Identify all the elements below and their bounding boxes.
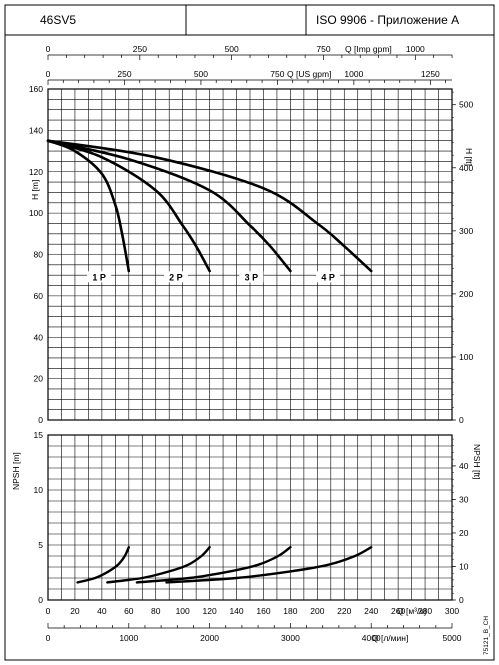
head-curve-1p [46,139,131,273]
head-curve-label-2p: 2 P [169,272,183,282]
npsh-ft-tick-label: 20 [459,528,469,538]
npsh-m-axis-label: NPSH [m] [11,452,21,490]
m3h-tick-label: 180 [283,606,297,616]
lmin-tick-label: 5000 [443,633,462,643]
head-m-tick-label: 20 [34,374,44,384]
head-m-tick-label: 40 [34,332,44,342]
lmin-tick-label: 1000 [119,633,138,643]
imp-gpm-axis-label: Q [Imp gpm] [345,44,392,54]
m3h-tick-label: 260 [391,606,405,616]
us-gpm-tick-label: 0 [46,69,51,79]
m3h-tick-label: 100 [176,606,190,616]
m3h-tick-label: 200 [310,606,324,616]
m3h-tick-label: 20 [70,606,80,616]
imp-gpm-tick-label: 500 [225,44,239,54]
head-ft-tick-label: 500 [459,100,473,110]
head-m-tick-label: 80 [34,250,44,260]
head-m-tick-label: 160 [29,84,43,94]
head-curve-label-4p: 4 P [321,272,335,282]
head-ft-tick-label: 100 [459,352,473,362]
imp-gpm-tick-label: 1000 [406,44,425,54]
us-gpm-axis-label: Q [US gpm] [287,69,331,79]
npsh-m-tick-label: 5 [38,540,43,550]
lmin-tick-label: 3000 [281,633,300,643]
standard-label: ISO 9906 - Приложение A [316,13,459,27]
npsh-curve-1p [76,546,130,584]
head-m-axis-label: H [m] [30,180,40,200]
m3h-tick-label: 140 [229,606,243,616]
npsh-ft-tick-label: 30 [459,494,469,504]
m3h-tick-label: 60 [124,606,134,616]
head-curve-2p [46,139,211,273]
m3h-tick-label: 300 [445,606,459,616]
npsh-m-tick-label: 10 [34,485,44,495]
grid-layer [47,54,456,629]
imp-gpm-tick-label: 250 [133,44,147,54]
model-title: 46SV5 [40,13,76,27]
head-ft-tick-label: 300 [459,226,473,236]
npsh-curve-4p [165,546,373,584]
drawing-code: 75121_B_CH [483,616,490,655]
curve-label-background [163,271,188,283]
head-plot-frame [47,88,453,421]
head-m-tick-label: 140 [29,125,43,135]
head-m-tick-label: 0 [38,415,43,425]
head-ft-tick-label: 400 [459,163,473,173]
head-ft-tick-label: 200 [459,289,473,299]
flow-lmin-axis-label: Q [л/мин] [372,633,408,643]
flow-m3h-axis-label: Q [м³/ч] [397,606,426,616]
curve-label-background [87,271,112,283]
head-curve-4p [46,139,373,273]
npsh-curve-3p [135,546,292,584]
lmin-tick-label: 0 [46,633,51,643]
us-gpm-tick-label: 750 [270,69,284,79]
m3h-tick-label: 0 [46,606,51,616]
npsh-curve-2p [106,546,211,584]
head-curve-label-1p: 1 P [92,272,106,282]
us-gpm-tick-label: 250 [117,69,131,79]
us-gpm-tick-label: 1000 [344,69,363,79]
lmin-tick-label: 2000 [200,633,219,643]
chart-frame [4,34,495,661]
m3h-tick-label: 280 [418,606,432,616]
npsh-m-tick-label: 0 [38,595,43,605]
head-curve-3p [46,139,292,273]
npsh-ft-tick-label: 10 [459,561,469,571]
head-curve-label-3p: 3 P [245,272,259,282]
m3h-tick-label: 240 [364,606,378,616]
m3h-tick-label: 220 [337,606,351,616]
head-ft-tick-label: 0 [459,415,464,425]
us-gpm-tick-label: 1250 [421,69,440,79]
npsh-ft-tick-label: 0 [459,595,464,605]
m3h-tick-label: 80 [151,606,161,616]
head-m-tick-label: 120 [29,167,43,177]
m3h-tick-label: 40 [97,606,107,616]
lmin-tick-label: 4000 [362,633,381,643]
us-gpm-tick-label: 500 [194,69,208,79]
m3h-tick-label: 120 [203,606,217,616]
head-m-tick-label: 60 [34,291,44,301]
curve-label-background [239,271,264,283]
head-m-tick-label: 100 [29,208,43,218]
m3h-tick-label: 160 [256,606,270,616]
head-ft-axis-label: H [ft] [464,148,474,166]
npsh-m-tick-label: 15 [34,430,44,440]
imp-gpm-tick-label: 0 [46,44,51,54]
npsh-plot-frame [47,434,453,601]
curve-label-background [316,271,341,283]
imp-gpm-tick-label: 750 [316,44,330,54]
npsh-ft-axis-label: NPSH [ft] [472,444,482,479]
npsh-ft-tick-label: 40 [459,461,469,471]
